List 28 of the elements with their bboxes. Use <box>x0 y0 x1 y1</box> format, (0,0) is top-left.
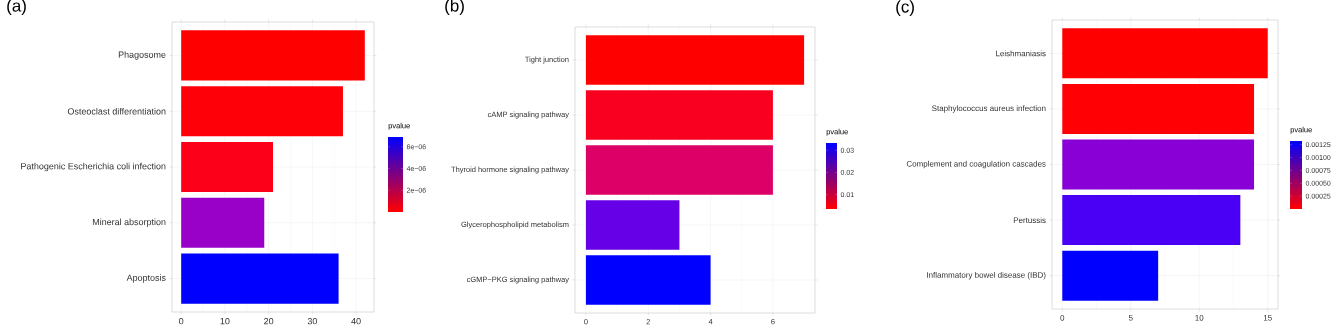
bar <box>585 200 680 250</box>
bar <box>1062 139 1255 190</box>
text: (a) <box>7 0 26 15</box>
bar <box>585 145 773 195</box>
y-tick-label: Phagosome <box>118 51 166 60</box>
bar <box>585 90 773 140</box>
bar <box>1062 28 1268 79</box>
bar <box>181 197 265 248</box>
y-tick-label: Mineral absorption <box>92 218 166 227</box>
x-tick-label: 10 <box>220 318 230 325</box>
bar <box>181 253 339 304</box>
y-tick-label: Pathogenic Escherichia coli infection <box>21 162 166 172</box>
x-tick-label: 0 <box>179 318 184 325</box>
y-tick-label: Osteoclast differentiation <box>67 107 166 115</box>
bar <box>1062 195 1241 246</box>
bar <box>585 35 805 85</box>
x-tick-label: 20 <box>264 318 274 325</box>
chart-title: (b) <box>445 0 464 15</box>
bar <box>181 141 273 193</box>
y-tick-label: Apoptosis <box>126 274 166 283</box>
x-tick-label: 40 <box>351 318 361 325</box>
bar <box>585 255 711 305</box>
bar <box>1062 250 1159 301</box>
x-tick-label: 30 <box>307 318 317 325</box>
bar <box>181 30 365 81</box>
bar <box>1062 83 1255 134</box>
bar <box>181 86 343 137</box>
text: (c) <box>896 0 914 16</box>
